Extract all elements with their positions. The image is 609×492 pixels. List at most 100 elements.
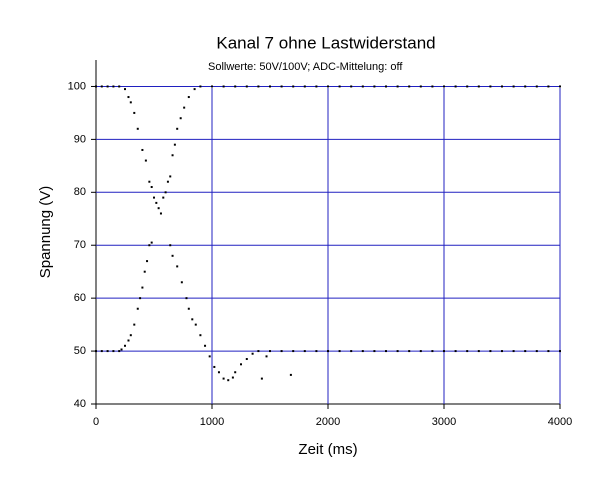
point [443, 350, 445, 353]
point [477, 85, 480, 88]
point [466, 85, 469, 88]
point [454, 350, 457, 353]
point [124, 344, 126, 347]
point [208, 355, 211, 358]
point [187, 307, 190, 310]
point [231, 376, 234, 379]
point [535, 85, 538, 88]
point [106, 350, 109, 353]
point [269, 85, 271, 88]
y-tick-label: 100 [68, 80, 86, 92]
point [419, 85, 422, 88]
point [265, 355, 268, 358]
point [199, 334, 202, 337]
point [396, 85, 399, 88]
point [289, 373, 292, 376]
point [303, 85, 306, 88]
point [148, 244, 151, 247]
point [303, 350, 306, 353]
point [373, 350, 376, 353]
point [477, 350, 480, 353]
point [234, 371, 237, 374]
point [204, 344, 207, 347]
y-tick-label: 40 [74, 398, 86, 410]
point [443, 85, 445, 88]
point [408, 350, 411, 353]
point [327, 85, 329, 88]
point [194, 323, 197, 326]
point [489, 85, 492, 88]
point [408, 85, 411, 88]
point [373, 85, 376, 88]
point [95, 85, 97, 88]
point [133, 111, 136, 114]
point [185, 297, 188, 300]
point [559, 85, 561, 88]
point [361, 85, 364, 88]
x-tick-label: 3000 [432, 416, 456, 428]
point [280, 85, 283, 88]
point [222, 377, 225, 380]
point [234, 85, 237, 88]
point [350, 350, 353, 353]
point [350, 85, 353, 88]
point [260, 377, 263, 380]
point [173, 143, 176, 146]
x-tick-label: 2000 [316, 416, 340, 428]
point [100, 85, 103, 88]
point [245, 358, 248, 361]
point [431, 350, 434, 353]
point [327, 350, 329, 353]
point [501, 350, 503, 353]
point [146, 260, 149, 263]
point [150, 186, 153, 189]
point [139, 297, 142, 300]
point [227, 379, 230, 382]
point [535, 350, 538, 353]
point [112, 85, 115, 88]
y-tick-label: 80 [74, 186, 86, 198]
point [166, 180, 169, 183]
y-tick-label: 90 [74, 133, 86, 145]
y-tick-label: 70 [74, 239, 86, 251]
point [257, 350, 260, 353]
point [153, 196, 155, 199]
point [454, 85, 457, 88]
point [148, 180, 151, 183]
point [419, 350, 422, 353]
point [106, 85, 109, 88]
x-axis-label: Zeit (ms) [298, 441, 357, 458]
point [396, 350, 399, 353]
point [315, 85, 318, 88]
point [162, 196, 165, 199]
point [559, 350, 561, 353]
point [240, 363, 242, 366]
point [127, 96, 130, 99]
point [361, 350, 364, 353]
point [127, 339, 130, 342]
point [180, 281, 183, 284]
point [315, 350, 318, 353]
point [466, 350, 469, 353]
point [431, 85, 434, 88]
point [169, 175, 172, 178]
point [155, 201, 158, 204]
point [257, 85, 260, 88]
point [133, 323, 136, 326]
point [136, 307, 139, 310]
point [251, 352, 254, 355]
point [176, 265, 179, 268]
point [385, 350, 387, 353]
point [95, 350, 97, 353]
point [524, 85, 527, 88]
point [150, 241, 153, 244]
point [187, 96, 190, 99]
x-tick-label: 4000 [548, 416, 572, 428]
point [171, 254, 174, 257]
point [292, 350, 295, 353]
point [211, 85, 213, 88]
point [213, 365, 216, 368]
point [338, 85, 341, 88]
point [512, 85, 515, 88]
point [129, 101, 132, 104]
